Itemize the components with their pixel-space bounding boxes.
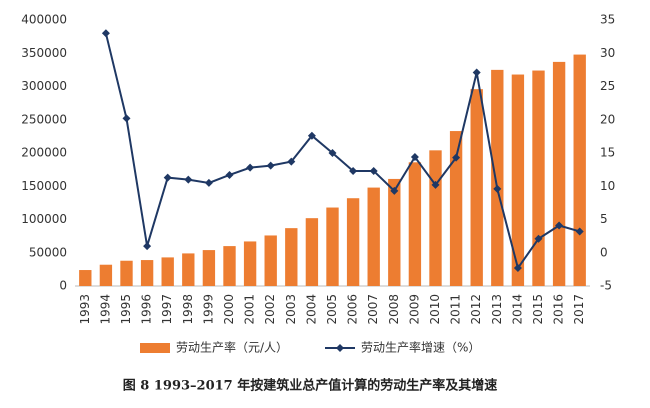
y2-tick-label: 0: [600, 245, 608, 259]
y-tick-label: 350000: [21, 46, 67, 60]
y2-tick-label: 5: [600, 212, 608, 226]
chart-caption: 图 8 1993–2017 年按建筑业总产值计算的劳动生产率及其增速: [123, 378, 498, 394]
legend-swatch: [140, 343, 170, 353]
line-marker: [452, 153, 461, 162]
bar: [388, 178, 401, 286]
bar: [140, 260, 154, 286]
bar: [429, 150, 442, 286]
x-tick-label: 1999: [201, 294, 215, 325]
bar: [243, 241, 257, 286]
line-marker: [410, 152, 419, 161]
y2-tick-label: 25: [600, 79, 615, 93]
x-tick-label: 2015: [531, 294, 545, 325]
y2-tick-label: 10: [600, 179, 615, 193]
x-tick-label: 2005: [325, 294, 339, 325]
bar: [202, 250, 216, 286]
y-tick-label: 400000: [21, 13, 67, 27]
y2-tick-label: 20: [600, 112, 615, 126]
bar: [305, 218, 319, 286]
line-marker: [328, 149, 337, 157]
y-tick-label: 100000: [21, 212, 67, 226]
bar: [532, 70, 545, 286]
x-tick-label: 2013: [490, 294, 504, 325]
x-tick-label: 2012: [469, 294, 483, 325]
line-marker: [122, 114, 131, 123]
line-marker: [575, 227, 584, 236]
bar: [573, 54, 586, 286]
y-tick-label: 200000: [21, 146, 67, 160]
y2-tick-label: 30: [600, 46, 615, 60]
x-tick-label: 2001: [243, 294, 257, 325]
bar: [285, 228, 298, 286]
x-tick-label: 2002: [263, 294, 277, 325]
line-marker: [369, 166, 378, 175]
x-tick-label: 2000: [222, 294, 236, 325]
bar: [449, 131, 463, 286]
bar: [470, 89, 483, 286]
x-tick-label: 2004: [304, 294, 318, 325]
bar: [408, 162, 422, 286]
x-tick-label: 2003: [284, 294, 298, 325]
y-tick-label: 150000: [21, 179, 67, 193]
x-tick-label: 1993: [78, 294, 92, 325]
bar: [161, 257, 174, 286]
line-marker: [184, 175, 193, 184]
line-marker: [287, 157, 296, 166]
line-marker: [493, 184, 502, 193]
legend-swatch: [336, 344, 344, 352]
bar: [79, 270, 92, 286]
line-marker: [472, 68, 481, 77]
x-tick-label: 2016: [552, 294, 566, 325]
legend-label: 劳动生产率增速（%）: [361, 340, 480, 355]
x-tick-label: 2008: [387, 294, 401, 325]
bar: [223, 246, 236, 286]
bar: [264, 235, 277, 286]
line-marker: [349, 166, 358, 175]
y-tick-label: 250000: [21, 112, 67, 126]
line-marker: [163, 173, 172, 182]
y2-tick-label: 15: [600, 146, 615, 160]
line-marker: [246, 163, 255, 172]
x-tick-label: 2006: [346, 294, 360, 325]
y-tick-label: 50000: [29, 245, 67, 259]
x-tick-label: 2007: [366, 294, 380, 325]
bar: [367, 187, 380, 286]
bar: [511, 74, 525, 286]
line-marker: [204, 178, 213, 187]
bar: [99, 264, 113, 286]
line-marker: [225, 170, 234, 179]
x-tick-label: 2011: [449, 294, 463, 325]
line-marker: [390, 186, 399, 195]
y2-tick-label: 35: [600, 13, 615, 27]
x-tick-label: 1995: [119, 294, 133, 325]
bar: [552, 61, 566, 286]
x-tick-label: 1998: [181, 294, 195, 325]
line: [104, 33, 580, 271]
line-marker: [555, 221, 564, 230]
x-tick-label: 1996: [140, 294, 154, 325]
line-marker: [101, 29, 110, 38]
x-tick-label: 1994: [98, 294, 112, 325]
x-tick-label: 2009: [407, 294, 421, 325]
y-tick-label: 300000: [21, 79, 67, 93]
y-tick-label: 0: [59, 279, 67, 293]
x-tick-label: 1997: [160, 294, 174, 325]
line-marker: [534, 234, 543, 243]
line-marker: [431, 180, 440, 189]
x-tick-label: 2017: [572, 294, 586, 325]
line-marker: [143, 242, 152, 251]
x-tick-label: 2010: [428, 294, 442, 325]
bar: [491, 69, 504, 286]
line-marker: [266, 161, 275, 170]
bar: [120, 260, 133, 286]
legend-label: 劳动生产率（元/人）: [176, 340, 288, 355]
bar: [182, 253, 195, 286]
line-marker: [307, 131, 316, 140]
bar: [346, 198, 360, 286]
bar: [326, 207, 339, 286]
y2-tick-label: -5: [600, 279, 612, 293]
x-tick-label: 2014: [510, 294, 524, 325]
line-marker: [513, 264, 522, 273]
